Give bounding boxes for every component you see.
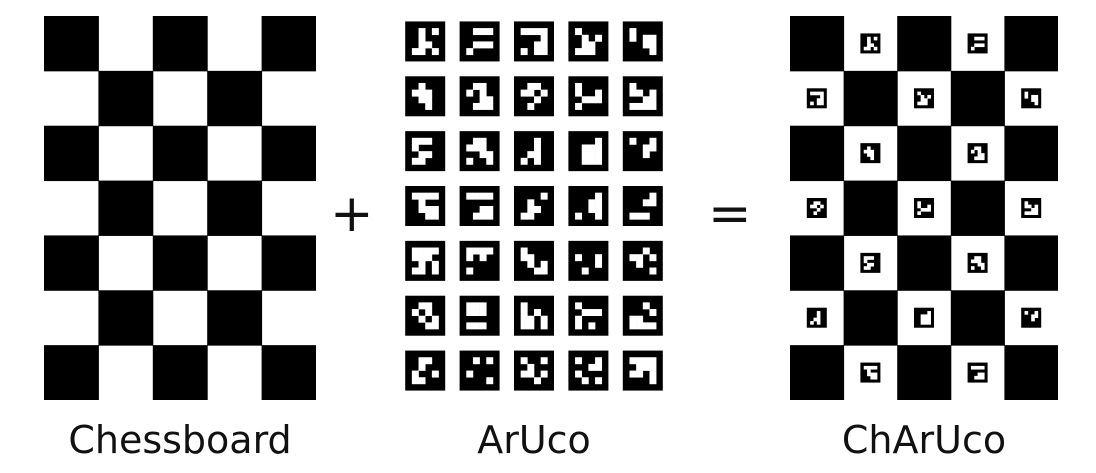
charuco-square xyxy=(1004,125,1058,182)
charuco-marker xyxy=(967,362,988,383)
aruco-marker xyxy=(514,131,554,172)
aruco-marker xyxy=(405,240,446,281)
aruco-marker xyxy=(568,76,609,117)
aruco-marker xyxy=(459,240,500,281)
chess-square xyxy=(207,70,263,127)
charuco-marker xyxy=(1021,88,1042,109)
equals-operator: = xyxy=(708,184,752,244)
aruco-marker xyxy=(568,186,609,226)
chess-square xyxy=(44,16,99,72)
charuco-square xyxy=(950,70,1005,127)
aruco-marker xyxy=(514,186,554,226)
aruco-marker xyxy=(568,131,609,172)
charuco-marker xyxy=(860,252,881,273)
aruco-marker xyxy=(459,295,500,336)
charuco-square xyxy=(843,180,898,236)
plus-operator: + xyxy=(330,184,374,244)
charuco-marker xyxy=(860,33,881,54)
charuco-square xyxy=(790,345,845,400)
charuco-marker xyxy=(1021,198,1042,218)
chess-square xyxy=(207,290,263,346)
charuco-square xyxy=(790,16,845,72)
aruco-marker xyxy=(622,186,663,226)
aruco-marker xyxy=(459,350,500,391)
chessboard-label: Chessboard xyxy=(68,418,292,462)
charuco-marker xyxy=(860,143,881,164)
aruco-marker xyxy=(459,76,500,117)
chess-square xyxy=(152,235,208,291)
chess-square xyxy=(98,70,154,127)
charuco-square xyxy=(790,235,845,291)
charuco-marker xyxy=(914,307,934,328)
charuco-square xyxy=(897,125,952,182)
charuco-marker xyxy=(1021,307,1042,328)
charuco-marker xyxy=(806,88,827,109)
chess-square xyxy=(44,125,99,182)
chess-square xyxy=(261,345,316,400)
aruco-marker xyxy=(405,295,446,336)
aruco-marker xyxy=(622,240,663,281)
aruco-marker xyxy=(622,21,663,62)
charuco-marker xyxy=(967,252,988,273)
aruco-marker xyxy=(514,295,554,336)
chess-square xyxy=(44,235,99,291)
aruco-marker-grid xyxy=(398,14,670,398)
charuco-square xyxy=(790,125,845,182)
aruco-marker xyxy=(514,76,554,117)
aruco-marker xyxy=(568,21,609,62)
charuco-square xyxy=(1004,345,1058,400)
charuco-square xyxy=(950,180,1005,236)
aruco-marker xyxy=(459,131,500,172)
charuco-marker xyxy=(914,198,934,218)
charuco-square xyxy=(1004,16,1058,72)
charuco-square xyxy=(843,290,898,346)
chess-square xyxy=(44,345,99,400)
aruco-marker xyxy=(405,186,446,226)
chess-square xyxy=(261,16,316,72)
aruco-marker xyxy=(405,21,446,62)
chess-square xyxy=(261,235,316,291)
charuco-square xyxy=(950,290,1005,346)
aruco-label: ArUco xyxy=(477,418,591,462)
aruco-marker xyxy=(568,350,609,391)
chess-square xyxy=(152,345,208,400)
aruco-marker xyxy=(514,240,554,281)
chess-square xyxy=(152,125,208,182)
charuco-square xyxy=(843,70,898,127)
aruco-marker xyxy=(622,350,663,391)
aruco-marker xyxy=(622,76,663,117)
charuco-marker xyxy=(914,88,934,109)
charuco-square xyxy=(1004,235,1058,291)
chess-square xyxy=(207,180,263,236)
charuco-marker xyxy=(967,33,988,54)
aruco-marker xyxy=(405,76,446,117)
aruco-marker xyxy=(459,21,500,62)
charuco-label: ChArUco xyxy=(841,418,1007,462)
charuco-marker xyxy=(806,198,827,218)
charuco-marker xyxy=(860,362,881,383)
charuco-pattern xyxy=(790,16,1058,400)
charuco-marker xyxy=(806,307,827,328)
aruco-marker xyxy=(405,350,446,391)
aruco-marker xyxy=(568,295,609,336)
aruco-marker xyxy=(568,240,609,281)
aruco-marker xyxy=(514,21,554,62)
charuco-square xyxy=(897,16,952,72)
aruco-marker xyxy=(514,350,554,391)
chess-square xyxy=(98,180,154,236)
aruco-marker xyxy=(622,131,663,172)
charuco-marker xyxy=(967,143,988,164)
aruco-marker xyxy=(405,131,446,172)
chessboard-pattern xyxy=(44,16,316,400)
chess-square xyxy=(98,290,154,346)
aruco-marker xyxy=(459,186,500,226)
charuco-square xyxy=(897,345,952,400)
aruco-marker xyxy=(622,295,663,336)
charuco-square xyxy=(897,235,952,291)
chess-square xyxy=(261,125,316,182)
chess-square xyxy=(152,16,208,72)
